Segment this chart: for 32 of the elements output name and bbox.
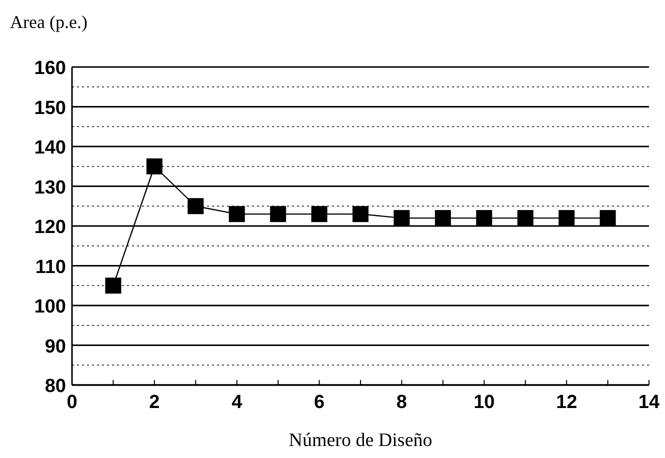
y-tick-label: 160: [34, 58, 66, 79]
y-axis-title: Area (p.e.): [10, 12, 88, 32]
point: [105, 278, 122, 294]
y-tick-label: 100: [34, 296, 66, 318]
y-tick-label: 120: [34, 217, 66, 238]
y-tick-label: 110: [35, 256, 66, 278]
y-tick-label: 150: [34, 98, 66, 119]
y-tick-label: 140: [34, 138, 66, 158]
x-tick-label: 0: [66, 392, 78, 413]
point: [434, 210, 451, 226]
point: [146, 158, 162, 174]
x-axis-title: Número de Diseño: [288, 430, 432, 451]
x-tick-label: 2: [149, 392, 160, 413]
point: [517, 210, 534, 226]
point: [394, 210, 410, 226]
point: [352, 206, 368, 222]
y-tick-label: 80: [44, 376, 66, 397]
x-tick-label: 4: [232, 392, 243, 413]
point: [270, 206, 286, 222]
point: [600, 210, 616, 226]
y-tick-label: 130: [34, 177, 66, 198]
x-tick-label: 6: [314, 392, 325, 413]
point: [311, 206, 328, 222]
point: [558, 210, 575, 226]
point: [476, 210, 492, 226]
point: [188, 198, 204, 214]
point: [228, 206, 245, 222]
y-tick-label: 90: [44, 336, 66, 358]
x-tick-label: 10: [474, 392, 495, 413]
x-tick-label: 14: [638, 392, 660, 413]
x-tick-label: 12: [556, 392, 578, 413]
x-tick-label: 8: [396, 392, 408, 413]
